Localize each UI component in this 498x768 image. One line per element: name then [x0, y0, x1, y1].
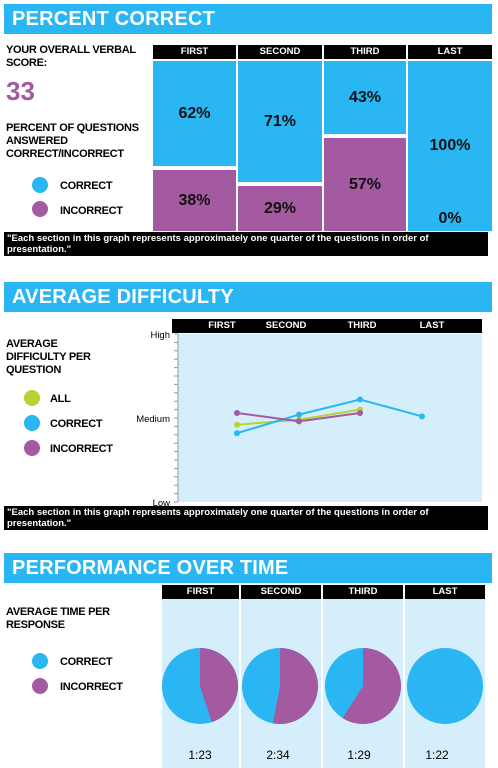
pie-correct-last	[407, 648, 483, 724]
all-legend-label: ALL	[50, 393, 71, 405]
correct-legend-label: CORRECT	[50, 418, 103, 430]
difficulty-chart-label: AVERAGE DIFFICULTY PER QUESTION	[6, 338, 91, 376]
header-first: FIRST	[153, 45, 236, 59]
correct-legend-icon	[24, 415, 40, 431]
y-label-low: Low	[153, 498, 171, 508]
difficulty-note: "Each section in this graph represents a…	[4, 506, 488, 530]
point-correct-1	[296, 411, 302, 418]
pie-incorrect-second	[272, 648, 318, 724]
average-difficulty-banner: AVERAGE DIFFICULTY	[4, 282, 492, 312]
performance-over-time-banner: PERFORMANCE OVER TIME	[4, 553, 492, 583]
incorrect-legend-icon	[32, 678, 48, 694]
point-all-0	[234, 421, 240, 428]
overall-score-label: YOUR OVERALL VERBAL SCORE:	[6, 44, 136, 69]
time-pie-charts	[162, 599, 485, 768]
time-last: 1:22	[425, 748, 449, 762]
time-chart-label: AVERAGE TIME PER RESPONSE	[6, 606, 110, 631]
y-label-high: High	[150, 330, 170, 341]
point-incorrect-2	[357, 409, 363, 416]
incorrect-legend-label: INCORRECT	[60, 681, 123, 693]
point-correct-0	[234, 430, 240, 437]
bar-correct-third: 43%	[324, 61, 406, 134]
correct-legend-label: CORRECT	[60, 656, 113, 668]
bar-column-last: 100% 0%	[408, 61, 492, 231]
bar-incorrect-second: 29%	[238, 184, 322, 231]
bar-column-third: 43% 57%	[324, 61, 406, 231]
correct-legend-icon	[32, 177, 48, 193]
point-correct-2	[357, 396, 363, 403]
time-second: 2:34	[266, 748, 290, 762]
incorrect-legend-label: INCORRECT	[60, 205, 123, 217]
difficulty-header-second: SECOND	[265, 320, 307, 331]
pie-incorrect-third	[342, 648, 401, 724]
bar-column-first: 62% 38%	[153, 61, 236, 231]
header-second: SECOND	[238, 45, 322, 59]
bar-correct-last: 100%	[408, 61, 492, 231]
y-label-medium: Medium	[136, 414, 170, 425]
correct-legend-icon	[32, 653, 48, 669]
time-third: 1:29	[347, 748, 371, 762]
line-correct	[236, 398, 423, 435]
percent-chart-label: PERCENT OF QUESTIONS ANSWERED CORRECT/IN…	[6, 122, 139, 160]
difficulty-header-third: THIRD	[347, 320, 377, 331]
bar-incorrect-last: 0%	[438, 210, 462, 227]
time-header-second: SECOND	[241, 585, 321, 599]
difficulty-line-chart: High Medium Low	[136, 330, 482, 508]
incorrect-legend-icon	[24, 440, 40, 456]
bar-correct-first: 62%	[153, 61, 236, 166]
percent-correct-banner: PERCENT CORRECT	[4, 4, 492, 34]
difficulty-header-first: FIRST	[208, 320, 236, 331]
pie-incorrect-first	[200, 648, 239, 723]
all-legend-icon	[24, 390, 40, 406]
point-correct-3	[419, 413, 425, 420]
time-first: 1:23	[188, 748, 212, 762]
correct-legend-label: CORRECT	[60, 180, 113, 192]
point-incorrect-1	[296, 418, 302, 425]
bar-incorrect-first: 38%	[153, 168, 236, 231]
header-third: THIRD	[324, 45, 406, 59]
incorrect-legend-label: INCORRECT	[50, 443, 113, 455]
time-header-third: THIRD	[323, 585, 403, 599]
incorrect-legend-icon	[32, 201, 48, 217]
overall-score-value: 33	[6, 76, 35, 106]
header-last: LAST	[408, 45, 492, 59]
bar-incorrect-third: 57%	[324, 136, 406, 231]
difficulty-header-last: LAST	[419, 320, 445, 331]
bar-correct-second: 71%	[238, 61, 322, 182]
time-header-last: LAST	[405, 585, 485, 599]
time-header-first: FIRST	[162, 585, 239, 599]
bar-column-second: 71% 29%	[238, 61, 322, 231]
percent-correct-note: "Each section in this graph represents a…	[4, 232, 488, 256]
difficulty-header-bar	[172, 319, 482, 333]
point-incorrect-0	[234, 409, 240, 416]
